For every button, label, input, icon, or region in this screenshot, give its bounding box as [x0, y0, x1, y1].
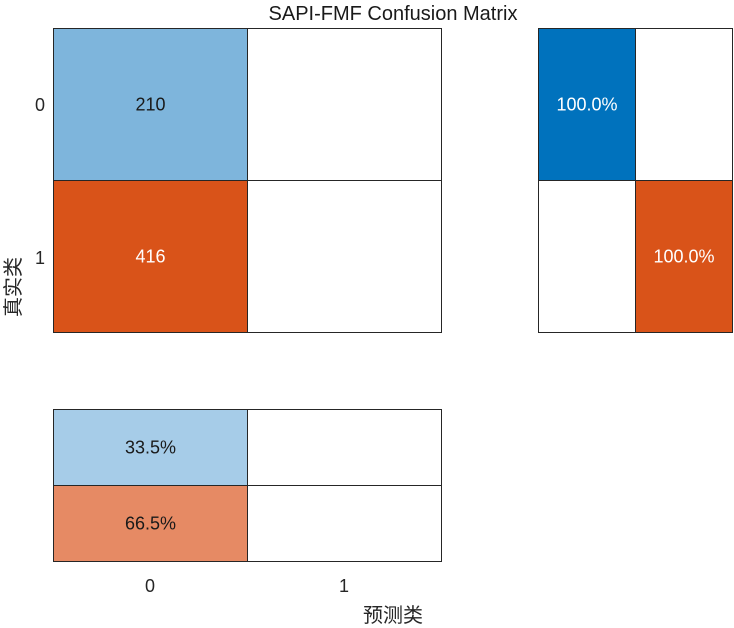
matrix-cell-0-1: [247, 28, 442, 181]
x-tick-1: 1: [339, 576, 349, 596]
y-tick-1: 1: [35, 248, 45, 268]
x-axis-label: 预测类: [363, 603, 423, 627]
column-summary-cell-1-1: [247, 485, 442, 562]
matrix-cells: 210 416 100.0% 100.0% 33.5% 66.5%: [53, 28, 733, 562]
chart-title: SAPI-FMF Confusion Matrix: [269, 3, 518, 25]
row-summary-cell-0-0-label: 100.0%: [556, 95, 617, 115]
matrix-cell-0-0-label: 210: [135, 95, 165, 115]
column-summary-cell-1-0-label: 66.5%: [125, 514, 176, 534]
row-summary-cell-1-1: [635, 180, 733, 333]
column-summary-cell-0-1: [247, 409, 442, 486]
row-summary-cell-1-0: [538, 180, 636, 333]
column-summary-cell-1-0: [53, 485, 248, 562]
column-summary-cell-0-0: [53, 409, 248, 486]
matrix-cell-0-0: [53, 28, 248, 181]
column-summary-cell-0-0-label: 33.5%: [125, 438, 176, 458]
x-tick-0: 0: [145, 576, 155, 596]
row-summary-cell-0-1: [635, 28, 733, 181]
row-summary-cell-1-1-label: 100.0%: [653, 247, 714, 267]
matrix-cell-1-0-label: 416: [135, 247, 165, 267]
row-summary-cell-0-0: [538, 28, 636, 181]
matrix-cell-1-1: [247, 180, 442, 333]
y-tick-0: 0: [35, 95, 45, 115]
y-axis-label: 真实类: [1, 257, 25, 317]
matrix-cell-1-0: [53, 180, 248, 333]
